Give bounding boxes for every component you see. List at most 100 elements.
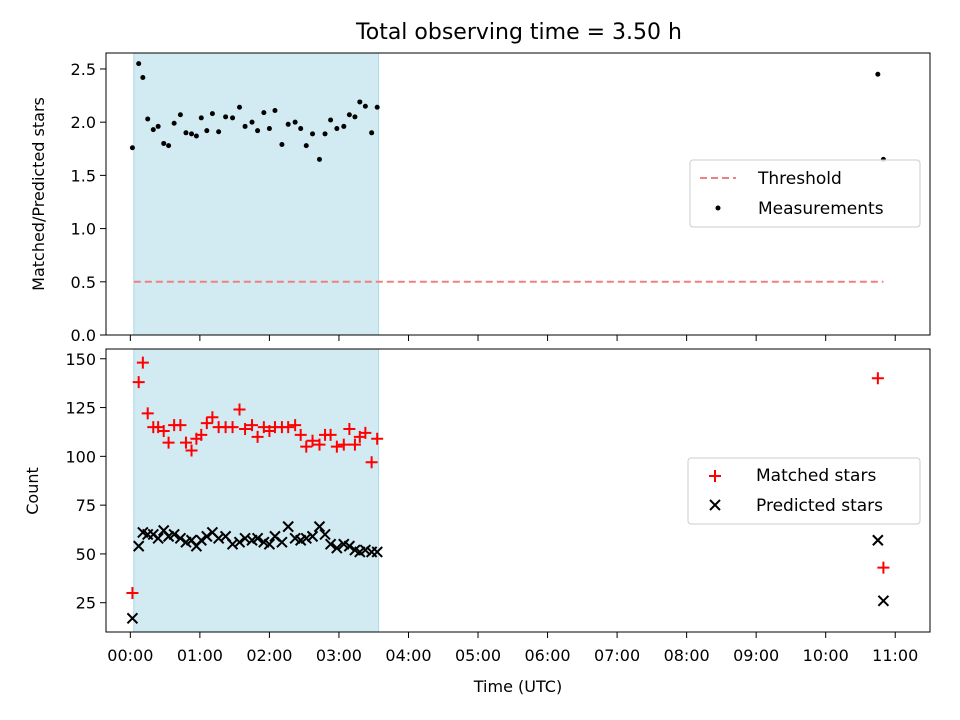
- axes-frame: [105, 52, 931, 336]
- measurement-point: [255, 128, 261, 134]
- x-tick-label: 01:00: [177, 646, 223, 665]
- predicted-stars-point: [263, 538, 276, 550]
- y-tick-label: 0.5: [71, 273, 96, 292]
- predicted-stars-point: [152, 532, 164, 545]
- x-tick-label: 09:00: [733, 646, 779, 665]
- predicted-stars-point: [282, 520, 294, 533]
- y-tick-label: 2.0: [71, 113, 96, 132]
- matched-stars-point: [324, 428, 337, 441]
- matched-stars-point: [365, 456, 378, 469]
- predicted-stars-point: [324, 538, 337, 550]
- measurement-point: [341, 123, 347, 129]
- matched-stars-point: [185, 444, 198, 457]
- y-tick-label: 75: [76, 496, 96, 515]
- measurement-point: [166, 143, 172, 149]
- predicted-stars-point: [877, 595, 890, 607]
- matched-stars-point: [877, 561, 890, 574]
- matched-stars-point: [871, 372, 884, 385]
- matched-stars-point: [300, 440, 313, 453]
- predicted-stars-point: [195, 534, 207, 546]
- measurement-point: [249, 119, 255, 125]
- measurement-point: [298, 126, 304, 132]
- observing-window-shade: [133, 348, 380, 633]
- x-axis-label: Time (UTC): [473, 677, 562, 696]
- measurement-point: [183, 130, 189, 136]
- measurement-point: [223, 114, 229, 120]
- matched-stars-point: [206, 411, 219, 424]
- measurement-point: [352, 114, 358, 120]
- predicted-stars-point: [313, 520, 326, 533]
- legend-threshold-label: Threshold: [757, 169, 842, 189]
- top-plot-area: 0.0 0.5 1.0 1.5 2.0 2.5: [71, 52, 931, 345]
- matched-stars-point: [157, 424, 170, 437]
- matched-stars-point: [195, 428, 208, 441]
- matched-stars-point: [226, 421, 239, 434]
- matched-stars-point: [294, 428, 307, 441]
- measurement-point: [237, 104, 243, 110]
- measurement-point: [346, 112, 352, 118]
- measurement-point: [310, 131, 316, 137]
- measurement-point: [369, 130, 375, 136]
- x-tick-label: 08:00: [664, 646, 710, 665]
- top-legend: Threshold Measurements: [689, 159, 921, 228]
- predicted-stars-point: [174, 532, 187, 545]
- predicted-stars-point: [239, 532, 251, 545]
- bottom-plot-area: 25 50 75 100 125 150 00:00 01:00 02:00 03:00 04:00…: [65, 348, 931, 665]
- x-tick-label: 02:00: [246, 646, 292, 665]
- matched-stars-point: [330, 440, 343, 453]
- measurement-point: [161, 140, 167, 146]
- measurement-point: [261, 110, 267, 116]
- measurement-point: [193, 133, 199, 139]
- predicted-stars-point: [251, 532, 264, 545]
- measurement-point: [328, 117, 334, 123]
- matched-stars-point: [162, 436, 175, 449]
- x-tick-label: 06:00: [524, 646, 570, 665]
- matched-stars-point: [282, 421, 295, 434]
- matched-stars-point: [348, 438, 361, 451]
- matched-stars-point: [233, 403, 246, 416]
- predicted-stars-point: [132, 540, 145, 552]
- measurement-point: [362, 103, 368, 109]
- matched-stars-point: [337, 438, 350, 451]
- measurement-point: [374, 104, 380, 110]
- y-tick-label: 50: [76, 545, 96, 564]
- matched-stars-point: [371, 432, 384, 445]
- predicted-stars-point: [201, 530, 213, 543]
- measurement-point: [279, 142, 285, 148]
- bottom-legend: Matched stars Predicted stars: [687, 457, 921, 525]
- predicted-stars-point: [359, 544, 372, 556]
- top-panel: 0.0 0.5 1.0 1.5 2.0 2.5 Matched/Predicted sta…: [29, 52, 931, 345]
- legend-matched-swatch: [709, 470, 721, 482]
- matched-stars-point: [289, 419, 302, 432]
- predicted-stars-point: [306, 530, 319, 543]
- legend-measurements-label: Measurements: [758, 199, 884, 219]
- measurement-point: [209, 111, 215, 117]
- matched-stars-point: [306, 434, 319, 447]
- matched-stars-point: [141, 407, 154, 420]
- matched-stars-point: [126, 586, 139, 599]
- y-tick-label: 1.5: [71, 166, 96, 185]
- measurement-point: [272, 107, 278, 113]
- measurement-point: [177, 112, 183, 118]
- x-tick-label: 11:00: [872, 646, 918, 665]
- figure-title: Total observing time = 3.50 h: [355, 20, 682, 45]
- matched-stars-point: [246, 419, 259, 432]
- measurement-point: [171, 120, 177, 126]
- measurement-point: [140, 74, 146, 80]
- matched-stars-point: [132, 376, 145, 389]
- measurement-point: [334, 126, 340, 132]
- measurement-point: [145, 116, 151, 122]
- measurement-point: [155, 123, 161, 129]
- y-tick-label: 125: [65, 399, 96, 418]
- measurement-point: [266, 126, 272, 132]
- measurement-point: [204, 128, 210, 134]
- observing-window-shade: [133, 52, 380, 336]
- x-tick-label: 07:00: [594, 646, 640, 665]
- x-tick-label: 03:00: [316, 646, 362, 665]
- legend-matched-label: Matched stars: [756, 466, 876, 486]
- matched-stars-point: [136, 356, 149, 369]
- measurement-point: [189, 131, 195, 137]
- matched-stars-point: [179, 436, 192, 449]
- predicted-stars-point: [226, 538, 239, 550]
